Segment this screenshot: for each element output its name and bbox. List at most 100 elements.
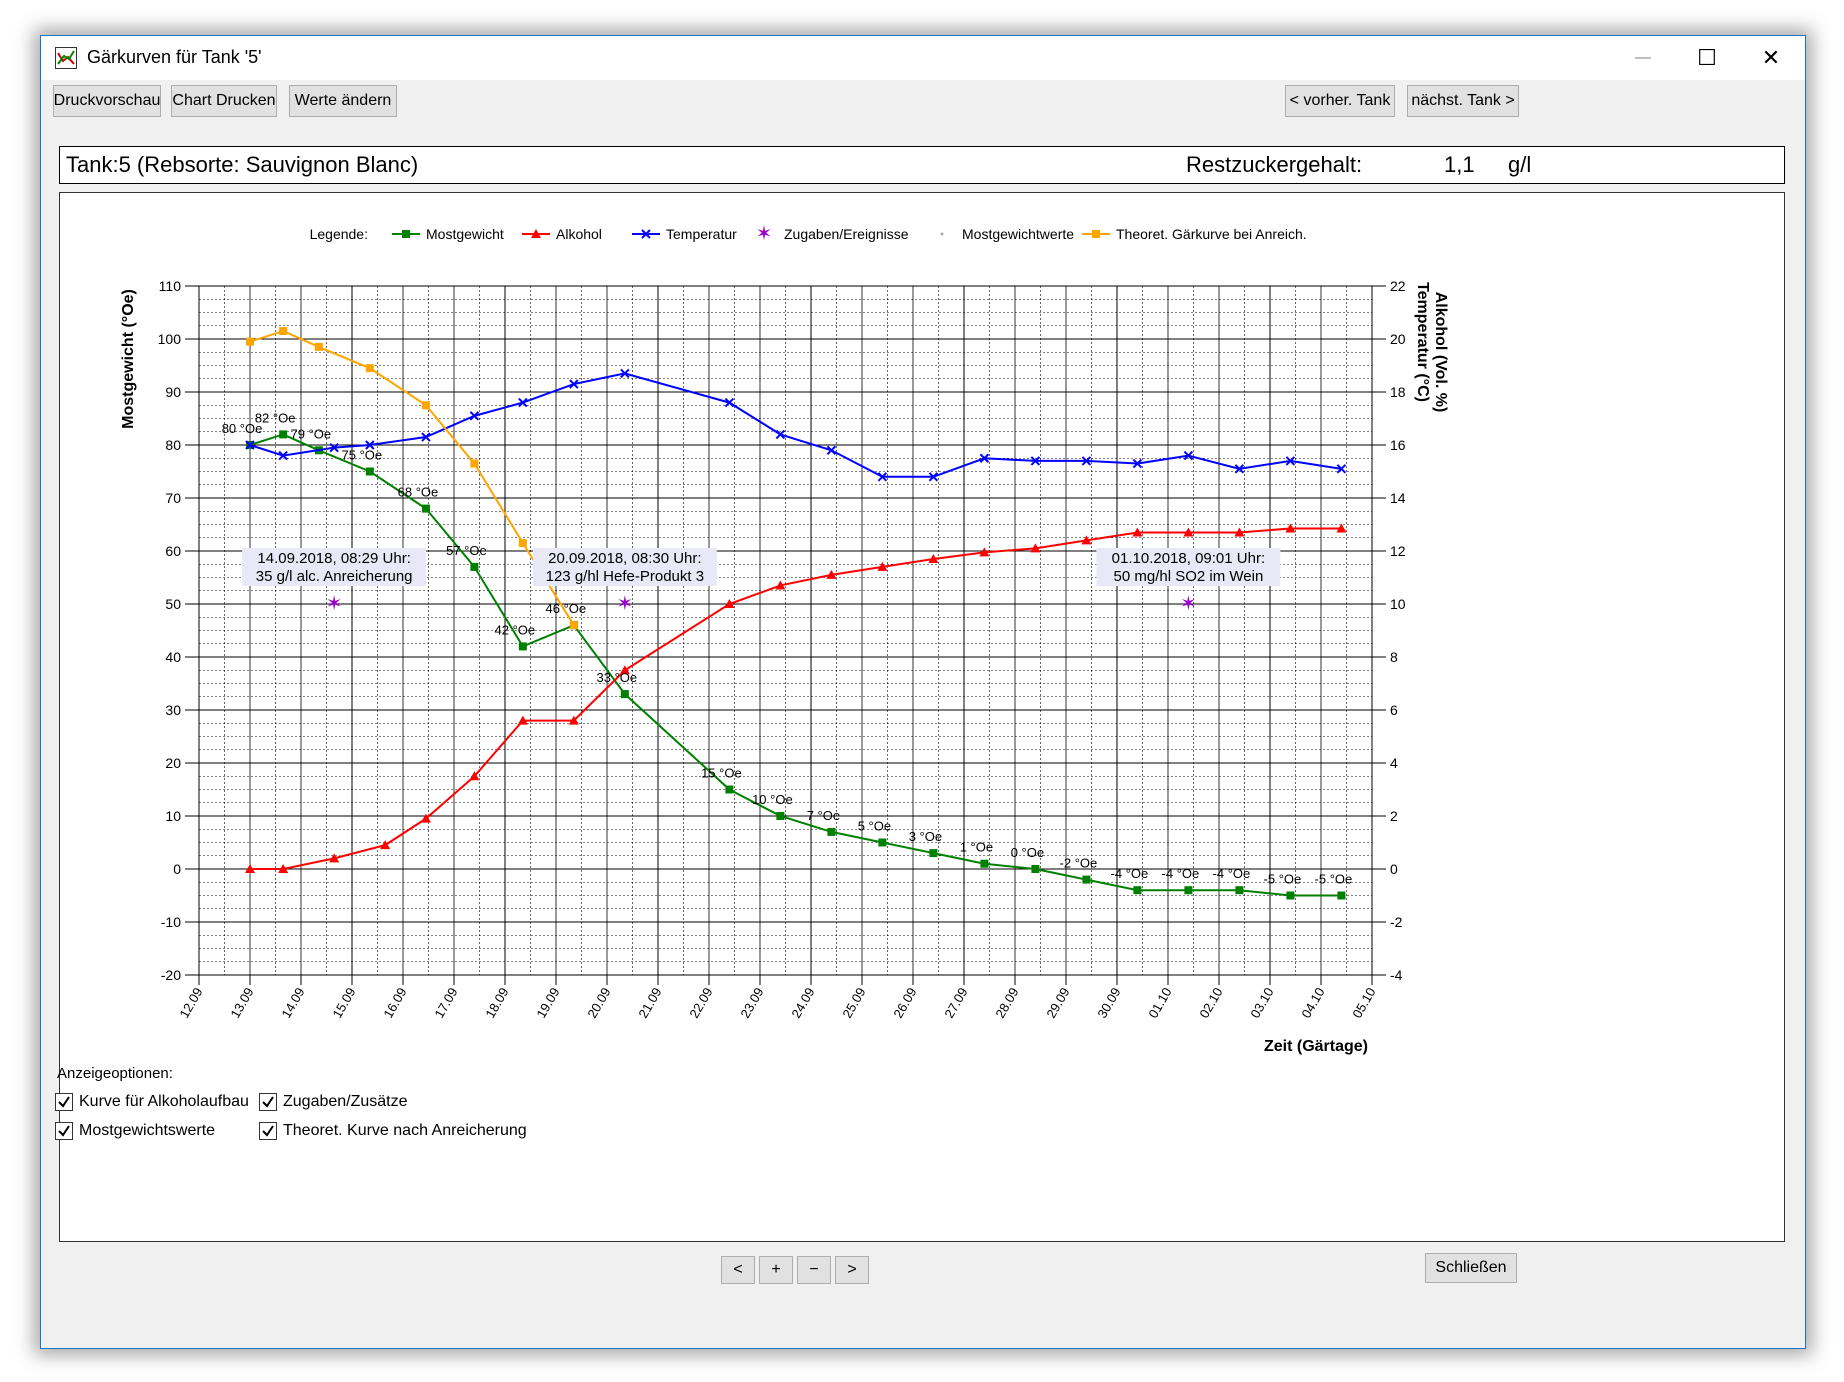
event-callout [1096,548,1281,586]
series-point [928,553,939,563]
series-point [1030,456,1041,466]
y-left-tick-label: 70 [165,490,181,506]
point-value-label: 75 °Oe [342,448,383,463]
scroll-right-button[interactable]: > [835,1256,869,1284]
title-bar: Gärkurven für Tank '5' — ☐ ✕ [41,36,1805,80]
chart-events: 14.09.2018, 08:29 Uhr:35 g/l alc. Anreic… [242,548,1281,615]
y-left-tick-label: 20 [165,755,181,771]
series-point [1234,527,1245,537]
series-point [329,442,339,453]
series-point [245,440,255,450]
tank-label: Tank:5 (Rebsorte: Sauvignon Blanc) [66,152,419,177]
series-point [928,472,939,482]
series-point [421,432,431,442]
point-value-label: -5 °Oe [1264,872,1302,887]
prev-tank-button[interactable]: < vorher. Tank [1285,85,1395,117]
minimize-button[interactable]: — [1611,36,1675,80]
residual-sugar-unit: g/l [1508,152,1532,177]
series-point [365,364,374,373]
x-tick-label: 04.10 [1298,985,1327,1021]
legend-marker [641,229,651,239]
series-point [827,827,836,836]
x-tick-label: 27.09 [941,985,970,1021]
legend-item-label: Theoret. Gärkurve bei Anreich. [1116,226,1307,242]
y-right-tick-label: 22 [1390,278,1406,294]
x-tick-label: 30.09 [1094,985,1123,1021]
legend-item-label: Alkohol [556,226,602,242]
series-point [568,715,579,725]
series-point [245,864,255,873]
series-point [470,562,479,571]
print-chart-button[interactable]: Chart Drucken [171,85,277,117]
scroll-left-button[interactable]: < [721,1256,755,1284]
maximize-icon: ☐ [1697,45,1717,70]
series-line [249,329,575,626]
y-right-tick-label: 14 [1390,490,1406,506]
theoretical-curve-checkbox[interactable] [259,1122,277,1140]
y-right-axis-title-2: Temperatur (°C) [1414,282,1431,402]
event-date-label: 01.10.2018, 09:01 Uhr: [1112,550,1265,567]
series-point [279,327,288,336]
point-value-label: 42 °Oe [495,622,536,637]
y-right-tick-label: 20 [1390,331,1406,347]
y-right-tick-label: 2 [1390,808,1398,824]
close-button[interactable]: Schließen [1425,1253,1517,1283]
checkmark-icon [58,1096,70,1108]
residual-sugar-label: Restzuckergehalt: [1186,152,1363,177]
edit-values-button[interactable]: Werte ändern [289,85,397,117]
series-point [329,853,340,863]
x-tick-label: 15.09 [329,985,358,1021]
event-date-label: 20.09.2018, 08:30 Uhr: [548,550,701,567]
x-tick-label: 25.09 [839,985,868,1021]
close-window-button[interactable]: ✕ [1739,36,1803,80]
point-value-label: -5 °Oe [1315,872,1353,887]
alcohol-curve-checkbox[interactable] [55,1093,73,1111]
zoom-out-button[interactable]: − [797,1256,831,1284]
legend-item-label: Mostgewicht [426,226,504,242]
fermentation-chart: Legende: Mostgewicht Alkohol Temperatur ✶ Zug… [120,221,1449,1055]
y-left-tick-label: 110 [159,278,182,294]
print-preview-button[interactable]: Druckvorschau [53,85,161,117]
y-left-tick-label: -10 [161,914,181,930]
series-point [979,453,990,463]
event-description-label: 35 g/l alc. Anreicherung [256,568,413,585]
x-tick-label: 17.09 [431,985,460,1021]
series-point [314,342,323,351]
y-right-tick-label: 6 [1390,702,1398,718]
x-tick-label: 18.09 [482,985,511,1021]
series-point [776,812,785,820]
point-value-label: 0 °Oe [1011,845,1044,860]
legend-item-label: Temperatur [666,226,737,242]
x-tick-label: 05.10 [1349,985,1378,1021]
event-callout [242,548,427,586]
x-tick-label: 13.09 [227,985,256,1021]
series-point [470,459,479,468]
point-value-label: 5 °Oe [858,819,891,834]
point-value-label: 57 °Oe [446,543,487,558]
event-description-label: 123 g/hl Hefe-Produkt 3 [546,568,704,585]
residual-sugar-value: 1,1 [1444,152,1475,177]
additions-checkbox[interactable] [259,1093,277,1111]
point-value-label: -4 °Oe [1213,866,1251,881]
series-point [878,838,887,847]
point-value-label: 7 °Oe [807,808,840,823]
series-point [380,840,391,850]
must-weight-values-checkbox[interactable] [55,1122,73,1140]
series-point [518,539,527,548]
options-title: Anzeigeoptionen: [57,1065,173,1082]
x-axis-title: Zeit (Gärtage) [1264,1038,1368,1055]
x-tick-label: 16.09 [380,985,409,1021]
y-left-tick-label: -20 [161,967,181,983]
y-left-tick-label: 0 [173,861,181,877]
series-point [980,859,989,868]
point-value-label: -4 °Oe [1162,866,1200,881]
zoom-in-button[interactable]: + [759,1256,793,1284]
next-tank-button[interactable]: nächst. Tank > [1407,85,1519,117]
point-value-label: 82 °Oe [255,410,296,425]
chart-window: Gärkurven für Tank '5' — ☐ ✕ Druckvorsch… [40,35,1806,1349]
series-point [421,401,430,410]
maximize-button[interactable]: ☐ [1675,36,1739,80]
legend-marker: ✶ [756,221,773,245]
event-star-icon: ✶ [616,591,633,615]
series-point [246,337,254,346]
